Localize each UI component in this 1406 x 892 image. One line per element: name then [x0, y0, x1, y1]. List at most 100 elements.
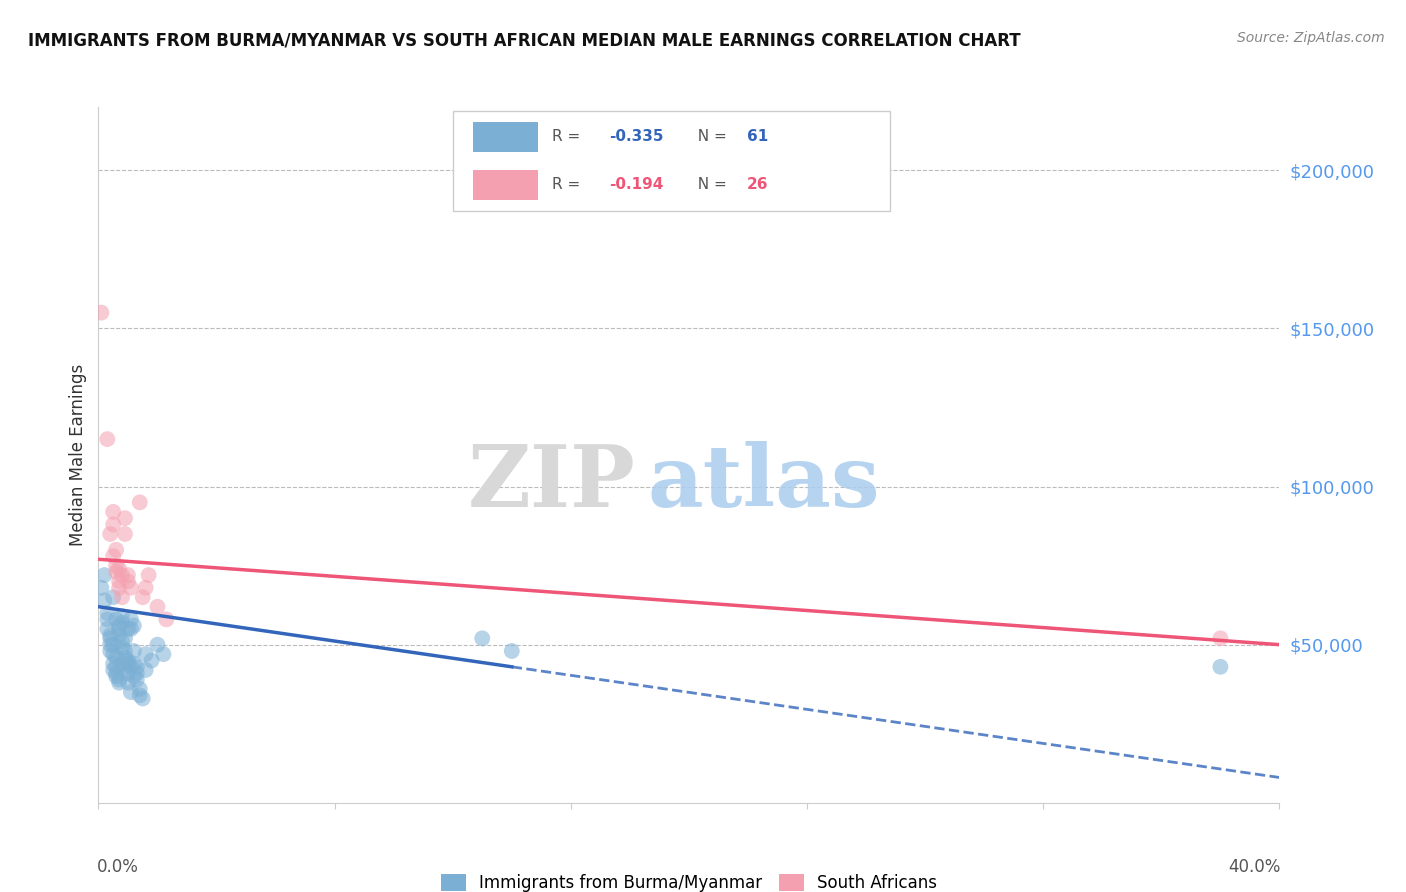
- Point: [105, 650, 128, 665]
- Point: [108, 675, 131, 690]
- Text: R =: R =: [553, 178, 585, 193]
- Point: [128, 495, 150, 509]
- Point: [111, 609, 134, 624]
- Point: [146, 638, 169, 652]
- Point: [103, 663, 125, 677]
- Point: [135, 581, 157, 595]
- Point: [120, 622, 142, 636]
- Point: [108, 574, 131, 589]
- Point: [98, 632, 121, 646]
- Point: [98, 527, 121, 541]
- Text: 40.0%: 40.0%: [1229, 858, 1281, 877]
- Point: [117, 657, 139, 671]
- Text: ZIP: ZIP: [468, 441, 636, 524]
- Point: [98, 644, 121, 658]
- Point: [146, 599, 169, 614]
- Point: [117, 622, 139, 636]
- Point: [111, 591, 134, 605]
- Text: 0.0%: 0.0%: [97, 858, 139, 877]
- FancyBboxPatch shape: [453, 111, 890, 211]
- Point: [108, 562, 131, 576]
- Point: [114, 527, 136, 541]
- Point: [96, 606, 118, 620]
- Point: [135, 647, 157, 661]
- Point: [128, 681, 150, 696]
- Point: [155, 612, 177, 626]
- Point: [105, 660, 128, 674]
- Point: [117, 653, 139, 667]
- Text: N =: N =: [688, 129, 731, 145]
- Point: [117, 666, 139, 681]
- Point: [90, 581, 112, 595]
- Text: Source: ZipAtlas.com: Source: ZipAtlas.com: [1237, 31, 1385, 45]
- Point: [93, 593, 115, 607]
- Point: [96, 612, 118, 626]
- Point: [117, 675, 139, 690]
- Point: [114, 632, 136, 646]
- Text: N =: N =: [688, 178, 731, 193]
- Point: [114, 650, 136, 665]
- Point: [152, 647, 174, 661]
- Point: [114, 644, 136, 658]
- Point: [105, 542, 128, 557]
- Point: [103, 657, 125, 671]
- Point: [105, 669, 128, 683]
- Point: [111, 615, 134, 630]
- Point: [103, 638, 125, 652]
- Bar: [472, 170, 537, 200]
- Point: [103, 549, 125, 563]
- Point: [1209, 660, 1232, 674]
- Point: [120, 581, 142, 595]
- Y-axis label: Median Male Earnings: Median Male Earnings: [69, 364, 87, 546]
- Point: [122, 669, 145, 683]
- Point: [108, 628, 131, 642]
- Text: -0.194: -0.194: [609, 178, 664, 193]
- Text: R =: R =: [553, 129, 585, 145]
- Point: [103, 517, 125, 532]
- Point: [122, 657, 145, 671]
- Point: [120, 612, 142, 626]
- Point: [98, 628, 121, 642]
- Point: [141, 653, 163, 667]
- Point: [108, 622, 131, 636]
- Point: [90, 305, 112, 319]
- Point: [93, 568, 115, 582]
- Point: [114, 511, 136, 525]
- Text: -0.335: -0.335: [609, 129, 664, 145]
- Point: [1209, 632, 1232, 646]
- Legend: Immigrants from Burma/Myanmar, South Africans: Immigrants from Burma/Myanmar, South Afr…: [440, 874, 938, 892]
- Point: [135, 663, 157, 677]
- Point: [111, 657, 134, 671]
- Text: IMMIGRANTS FROM BURMA/MYANMAR VS SOUTH AFRICAN MEDIAN MALE EARNINGS CORRELATION : IMMIGRANTS FROM BURMA/MYANMAR VS SOUTH A…: [28, 31, 1021, 49]
- Point: [128, 688, 150, 702]
- Point: [120, 660, 142, 674]
- Point: [114, 660, 136, 674]
- Point: [108, 618, 131, 632]
- Point: [138, 568, 160, 582]
- Point: [111, 568, 134, 582]
- Point: [105, 565, 128, 579]
- Point: [501, 644, 523, 658]
- Point: [105, 558, 128, 573]
- Point: [132, 591, 155, 605]
- Point: [471, 632, 494, 646]
- Point: [96, 432, 118, 446]
- Point: [108, 581, 131, 595]
- Point: [125, 666, 148, 681]
- Point: [117, 568, 139, 582]
- Point: [103, 591, 125, 605]
- Point: [105, 612, 128, 626]
- Point: [103, 505, 125, 519]
- Text: atlas: atlas: [648, 441, 880, 524]
- Text: 61: 61: [747, 129, 768, 145]
- Point: [111, 634, 134, 648]
- Point: [122, 644, 145, 658]
- Text: 26: 26: [747, 178, 768, 193]
- Point: [105, 666, 128, 681]
- Point: [122, 618, 145, 632]
- Point: [120, 685, 142, 699]
- Point: [98, 638, 121, 652]
- Point: [103, 647, 125, 661]
- Point: [125, 673, 148, 687]
- Point: [125, 660, 148, 674]
